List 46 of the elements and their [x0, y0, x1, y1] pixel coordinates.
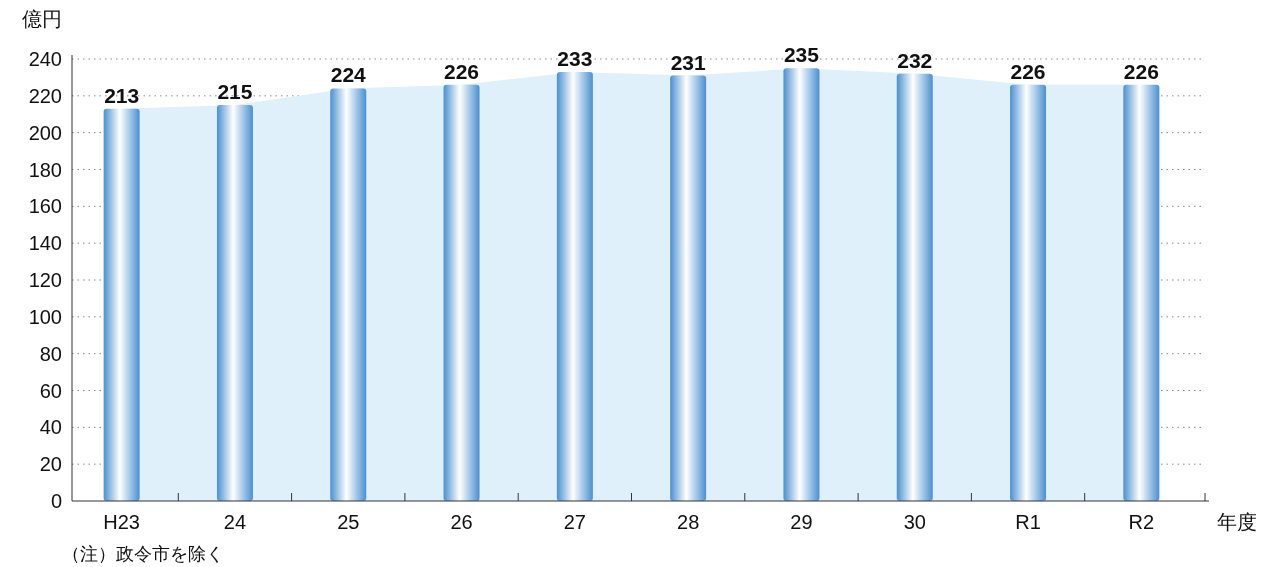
y-tick-label: 100 [28, 305, 62, 328]
data-label: 232 [897, 48, 933, 72]
x-tick-label: 30 [903, 511, 926, 533]
bar [556, 71, 593, 501]
y-tick-label: 120 [28, 269, 62, 291]
bar [330, 88, 367, 501]
data-label: 215 [217, 80, 253, 104]
data-label: 235 [783, 43, 820, 67]
data-label: 224 [330, 63, 367, 87]
data-label: 226 [1010, 59, 1046, 83]
y-tick-label: 240 [28, 48, 62, 70]
y-tick-label: 140 [28, 232, 62, 255]
data-label: 233 [557, 46, 593, 70]
y-axis-title: 億円 [22, 8, 62, 30]
data-label: 226 [1123, 59, 1159, 83]
bar [216, 105, 253, 501]
bar [443, 84, 480, 501]
bar [670, 75, 707, 501]
y-tick-label: 20 [39, 453, 62, 476]
x-tick-label: R2 [1128, 511, 1155, 533]
bar [896, 73, 933, 501]
x-tick-label: 26 [450, 511, 473, 533]
x-axis-title: 年度 [1217, 511, 1257, 533]
x-tick-label: 24 [223, 511, 247, 533]
x-tick-label: 29 [790, 511, 813, 533]
x-tick-label: 25 [337, 511, 360, 533]
y-tick-label: 80 [39, 342, 62, 365]
y-tick-label: 200 [28, 121, 62, 144]
y-tick-label: 220 [28, 84, 62, 107]
x-tick-label: 27 [563, 511, 586, 533]
data-label: 226 [444, 59, 480, 83]
data-label: 213 [104, 83, 140, 107]
bar [783, 68, 820, 501]
y-tick-label: 160 [28, 195, 62, 218]
data-label: 231 [670, 50, 706, 74]
bar [1010, 84, 1047, 501]
bar [103, 108, 140, 501]
y-tick-label: 180 [28, 158, 62, 181]
bar [1123, 84, 1160, 501]
y-tick-label: 0 [50, 490, 62, 512]
x-tick-label: R1 [1015, 511, 1041, 533]
x-tick-label: 28 [677, 511, 700, 533]
text: （注）政令市を除く [62, 544, 224, 564]
y-tick-label: 40 [39, 416, 62, 439]
x-tick-label: H23 [103, 511, 140, 533]
y-tick-label: 60 [39, 379, 62, 402]
